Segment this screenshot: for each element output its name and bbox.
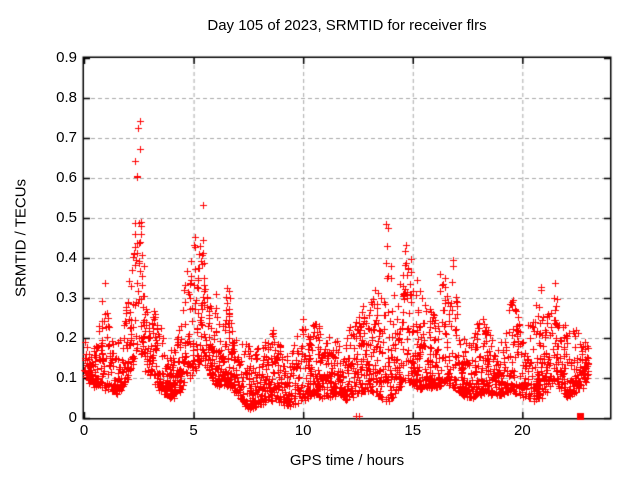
x-tick-label: 5 bbox=[189, 422, 198, 439]
x-tick-label: 15 bbox=[404, 422, 422, 439]
y-tick-label: 0.4 bbox=[56, 249, 77, 266]
y-tick-label: 0.8 bbox=[56, 89, 77, 106]
y-tick-label: 0.9 bbox=[56, 49, 77, 66]
y-tick-label: 0.7 bbox=[56, 129, 77, 146]
y-tick-label: 0.2 bbox=[56, 329, 77, 346]
chart-title: Day 105 of 2023, SRMTID for receiver flr… bbox=[207, 17, 487, 34]
x-axis-label: GPS time / hours bbox=[289, 452, 405, 469]
y-tick-label: 0.5 bbox=[56, 209, 77, 226]
y-tick-label: 0.1 bbox=[56, 369, 77, 386]
y-tick-label: 0.6 bbox=[56, 169, 77, 186]
y-tick-label: 0.3 bbox=[56, 289, 77, 306]
y-axis-label: SRMTID / TECUs bbox=[12, 178, 30, 298]
y-tick-label: 0 bbox=[68, 409, 77, 426]
x-tick-label: 10 bbox=[294, 422, 312, 439]
x-tick-label: 20 bbox=[513, 422, 531, 439]
x-tick-label: 0 bbox=[79, 422, 89, 439]
